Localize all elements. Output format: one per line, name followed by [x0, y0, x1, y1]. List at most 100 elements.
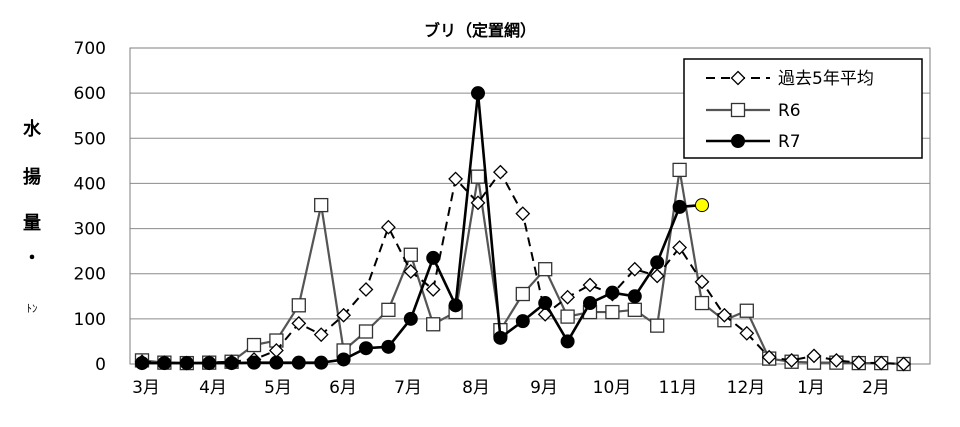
data-point: [470, 169, 486, 184]
data-point: [224, 356, 239, 371]
data-point: [515, 286, 530, 302]
y-label-char: 量: [23, 212, 41, 234]
data-point: [135, 356, 149, 371]
data-point: [650, 318, 665, 333]
data-point: [694, 274, 710, 290]
legend-label: R6: [778, 101, 801, 121]
data-point: [314, 355, 329, 370]
x-tick-label: 11月: [659, 378, 698, 398]
series-layer: [134, 86, 912, 372]
data-point: [358, 282, 374, 297]
data-point: [157, 356, 172, 371]
data-point: [336, 307, 352, 323]
data-point: [470, 195, 486, 211]
x-tick-label: 5月: [264, 378, 292, 398]
data-point: [761, 349, 777, 365]
series-R6: [134, 162, 911, 372]
data-point: [672, 199, 687, 214]
y-tick-label: 200: [74, 265, 106, 285]
data-point: [269, 355, 284, 370]
data-point: [582, 277, 598, 293]
x-tick-label: 3月: [132, 378, 160, 398]
data-point: [627, 302, 642, 317]
y-tick-label: 700: [74, 39, 106, 59]
legend-label: R7: [778, 132, 801, 152]
data-point: [492, 164, 508, 180]
data-point: [583, 296, 597, 311]
data-point: [694, 295, 710, 311]
data-point: [873, 355, 889, 371]
data-point: [784, 352, 800, 368]
data-point: [828, 352, 844, 368]
data-point: [291, 298, 306, 313]
plot-area: [129, 47, 931, 365]
x-tick-label: 9月: [530, 378, 558, 398]
x-tick-label: 4月: [199, 378, 227, 398]
data-point: [731, 134, 745, 148]
data-point: [538, 262, 553, 277]
y-label-char: 水: [23, 118, 42, 140]
data-point: [627, 261, 643, 277]
data-point: [425, 282, 441, 297]
data-point: [380, 219, 396, 235]
x-tick-label: 8月: [462, 378, 490, 398]
data-point: [739, 325, 755, 341]
data-point: [202, 356, 217, 371]
data-point: [650, 255, 665, 270]
data-point: [403, 247, 418, 262]
series-line: [141, 169, 904, 366]
x-tick-label: 12月: [727, 378, 766, 398]
data-point: [649, 268, 665, 284]
x-tick-label: 1月: [797, 378, 825, 398]
data-point: [538, 296, 553, 311]
data-point: [403, 264, 419, 279]
data-point: [730, 102, 746, 118]
y-tick-label: 100: [74, 310, 106, 330]
data-point: [695, 198, 709, 213]
data-point: [246, 337, 262, 353]
y-tick-label: 400: [74, 174, 106, 194]
data-point: [851, 355, 867, 371]
y-label-char: 揚: [23, 167, 41, 188]
grid: [130, 47, 930, 365]
data-point: [605, 285, 620, 300]
data-point: [672, 162, 687, 178]
data-point: [896, 356, 912, 372]
legend-label: 過去5年平均: [778, 69, 874, 89]
data-point: [739, 303, 754, 318]
data-point: [448, 171, 464, 187]
data-point: [560, 309, 575, 324]
data-point: [247, 355, 261, 370]
series-R7: [135, 86, 709, 371]
x-tick-label: 2月: [862, 378, 890, 398]
data-point: [627, 289, 642, 304]
data-point: [381, 339, 396, 354]
data-point: [806, 348, 822, 364]
data-point: [291, 355, 306, 370]
y-tick-label: 0: [95, 355, 106, 375]
chart-title: ブリ（定置網）: [424, 21, 536, 40]
data-point: [313, 327, 329, 343]
data-point: [716, 307, 732, 323]
series-line: [141, 170, 904, 365]
x-tick-label: 6月: [329, 378, 357, 398]
data-point: [672, 240, 688, 255]
data-point: [560, 289, 576, 305]
y-tick-label: 600: [74, 84, 106, 104]
data-point: [179, 356, 194, 371]
data-point: [358, 324, 374, 339]
data-point: [314, 197, 329, 213]
y-tick-label: 300: [74, 220, 106, 240]
data-point: [471, 86, 485, 101]
legend: 過去5年平均 R6 R7: [683, 58, 923, 159]
y-axis-ticks: 0 100 200 300 400 500 600 700: [74, 39, 106, 375]
x-tick-label: 7月: [394, 378, 422, 398]
data-point: [605, 304, 620, 320]
data-point: [426, 317, 441, 332]
data-point: [730, 70, 746, 86]
data-point: [381, 302, 396, 317]
data-point: [291, 315, 307, 331]
data-point: [515, 206, 531, 222]
data-point: [448, 298, 463, 313]
